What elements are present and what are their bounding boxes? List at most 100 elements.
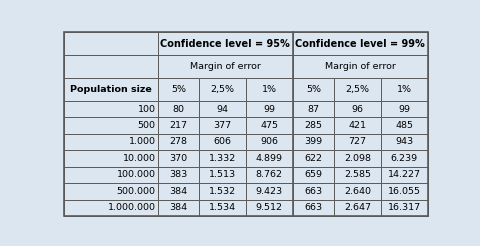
Bar [293, 167, 334, 183]
Bar [381, 183, 428, 200]
Bar [246, 183, 293, 200]
Text: 6.239: 6.239 [391, 154, 418, 163]
Text: 2,5%: 2,5% [211, 85, 235, 94]
Text: 377: 377 [214, 121, 232, 130]
Bar [158, 78, 199, 101]
Bar [334, 134, 381, 150]
Text: 8.762: 8.762 [256, 170, 283, 179]
Bar [64, 134, 158, 150]
Bar [199, 150, 246, 167]
Bar [158, 183, 199, 200]
Text: 9.423: 9.423 [256, 187, 283, 196]
Bar [246, 117, 293, 134]
Bar [199, 167, 246, 183]
Bar [246, 167, 293, 183]
Text: 384: 384 [169, 187, 188, 196]
Text: 663: 663 [304, 187, 323, 196]
Text: 10.000: 10.000 [122, 154, 156, 163]
Bar [158, 117, 199, 134]
Text: 80: 80 [172, 105, 184, 114]
Bar [334, 78, 381, 101]
Bar [246, 78, 293, 101]
Text: 383: 383 [169, 170, 188, 179]
Bar [246, 101, 293, 117]
Text: Margin of error: Margin of error [324, 62, 396, 71]
Bar [158, 101, 199, 117]
Text: 100.000: 100.000 [117, 170, 156, 179]
Text: 99: 99 [264, 105, 276, 114]
Text: 500: 500 [137, 121, 156, 130]
Bar [199, 183, 246, 200]
Text: 663: 663 [304, 203, 323, 212]
Text: 1%: 1% [262, 85, 277, 94]
Text: 16.055: 16.055 [388, 187, 421, 196]
Bar [381, 150, 428, 167]
Text: 87: 87 [308, 105, 320, 114]
Bar [381, 78, 428, 101]
Text: 100: 100 [137, 105, 156, 114]
Bar [246, 134, 293, 150]
Bar [199, 200, 246, 216]
Text: 9.512: 9.512 [256, 203, 283, 212]
Bar [293, 200, 334, 216]
Bar [64, 167, 158, 183]
Bar [334, 117, 381, 134]
Bar [246, 200, 293, 216]
Bar [293, 55, 428, 78]
Text: 659: 659 [304, 170, 323, 179]
Bar [158, 55, 293, 78]
Bar [64, 101, 158, 117]
Text: Margin of error: Margin of error [190, 62, 261, 71]
Text: 4.899: 4.899 [256, 154, 283, 163]
Bar [334, 167, 381, 183]
Bar [64, 55, 158, 78]
Bar [64, 78, 158, 101]
Text: 1.534: 1.534 [209, 203, 236, 212]
Bar [293, 183, 334, 200]
Text: 2.098: 2.098 [344, 154, 371, 163]
Text: 1.532: 1.532 [209, 187, 236, 196]
Bar [293, 117, 334, 134]
Text: 2.647: 2.647 [344, 203, 371, 212]
Bar [293, 101, 334, 117]
Text: 278: 278 [169, 138, 188, 146]
Bar [334, 150, 381, 167]
Text: 5%: 5% [171, 85, 186, 94]
Bar [381, 134, 428, 150]
Text: 399: 399 [304, 138, 323, 146]
Text: 96: 96 [352, 105, 364, 114]
Text: 384: 384 [169, 203, 188, 212]
Text: 475: 475 [260, 121, 278, 130]
Bar [334, 183, 381, 200]
Text: 2,5%: 2,5% [346, 85, 370, 94]
Bar [64, 32, 158, 55]
Bar [381, 200, 428, 216]
Bar [293, 32, 428, 55]
Text: 99: 99 [398, 105, 410, 114]
Text: 2.585: 2.585 [344, 170, 371, 179]
Text: 285: 285 [304, 121, 323, 130]
Text: 943: 943 [395, 138, 413, 146]
Text: 16.317: 16.317 [388, 203, 421, 212]
Bar [158, 32, 293, 55]
Bar [64, 183, 158, 200]
Text: 1.513: 1.513 [209, 170, 236, 179]
Text: 370: 370 [169, 154, 188, 163]
Text: 217: 217 [169, 121, 188, 130]
Bar [199, 78, 246, 101]
Bar [64, 117, 158, 134]
Bar [381, 117, 428, 134]
Bar [199, 134, 246, 150]
Text: 500.000: 500.000 [117, 187, 156, 196]
Bar [381, 101, 428, 117]
Bar [293, 150, 334, 167]
Text: 2.640: 2.640 [344, 187, 371, 196]
Text: Confidence level = 99%: Confidence level = 99% [295, 39, 425, 49]
Bar [199, 117, 246, 134]
Bar [64, 150, 158, 167]
Text: 606: 606 [214, 138, 232, 146]
Text: 14.227: 14.227 [388, 170, 421, 179]
Text: 421: 421 [348, 121, 367, 130]
Text: 906: 906 [260, 138, 278, 146]
Bar [64, 200, 158, 216]
